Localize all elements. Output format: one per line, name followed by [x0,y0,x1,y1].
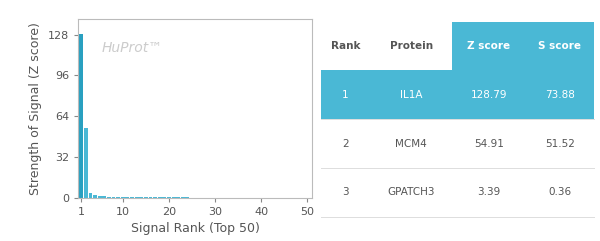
Bar [84,128,88,198]
Bar [130,197,134,198]
Text: 51.52: 51.52 [545,139,575,149]
Bar [144,197,148,198]
Text: 3: 3 [342,187,349,197]
Bar [134,197,139,198]
Text: 1: 1 [342,90,349,100]
Text: GPATCH3: GPATCH3 [388,187,435,197]
Bar [116,197,120,198]
Bar [121,197,125,198]
Bar [125,197,130,198]
Bar [79,33,83,198]
Text: 2: 2 [342,139,349,149]
Text: Rank: Rank [331,41,361,51]
Text: 128.79: 128.79 [470,90,507,100]
Text: IL1A: IL1A [400,90,422,100]
Bar [98,196,101,198]
Text: Z score: Z score [467,41,511,51]
Text: 0.36: 0.36 [548,187,571,197]
Text: S score: S score [538,41,581,51]
Bar [103,196,106,198]
Text: HuProt™: HuProt™ [101,41,163,55]
Bar [89,193,92,198]
Bar [93,195,97,198]
Text: Protein: Protein [389,41,433,51]
Bar [139,197,143,198]
Text: 54.91: 54.91 [474,139,504,149]
Bar [112,197,115,198]
X-axis label: Signal Rank (Top 50): Signal Rank (Top 50) [131,222,259,235]
Bar [107,197,111,198]
Text: 73.88: 73.88 [545,90,575,100]
Text: MCM4: MCM4 [395,139,427,149]
Y-axis label: Strength of Signal (Z score): Strength of Signal (Z score) [29,22,42,195]
Text: 3.39: 3.39 [477,187,500,197]
